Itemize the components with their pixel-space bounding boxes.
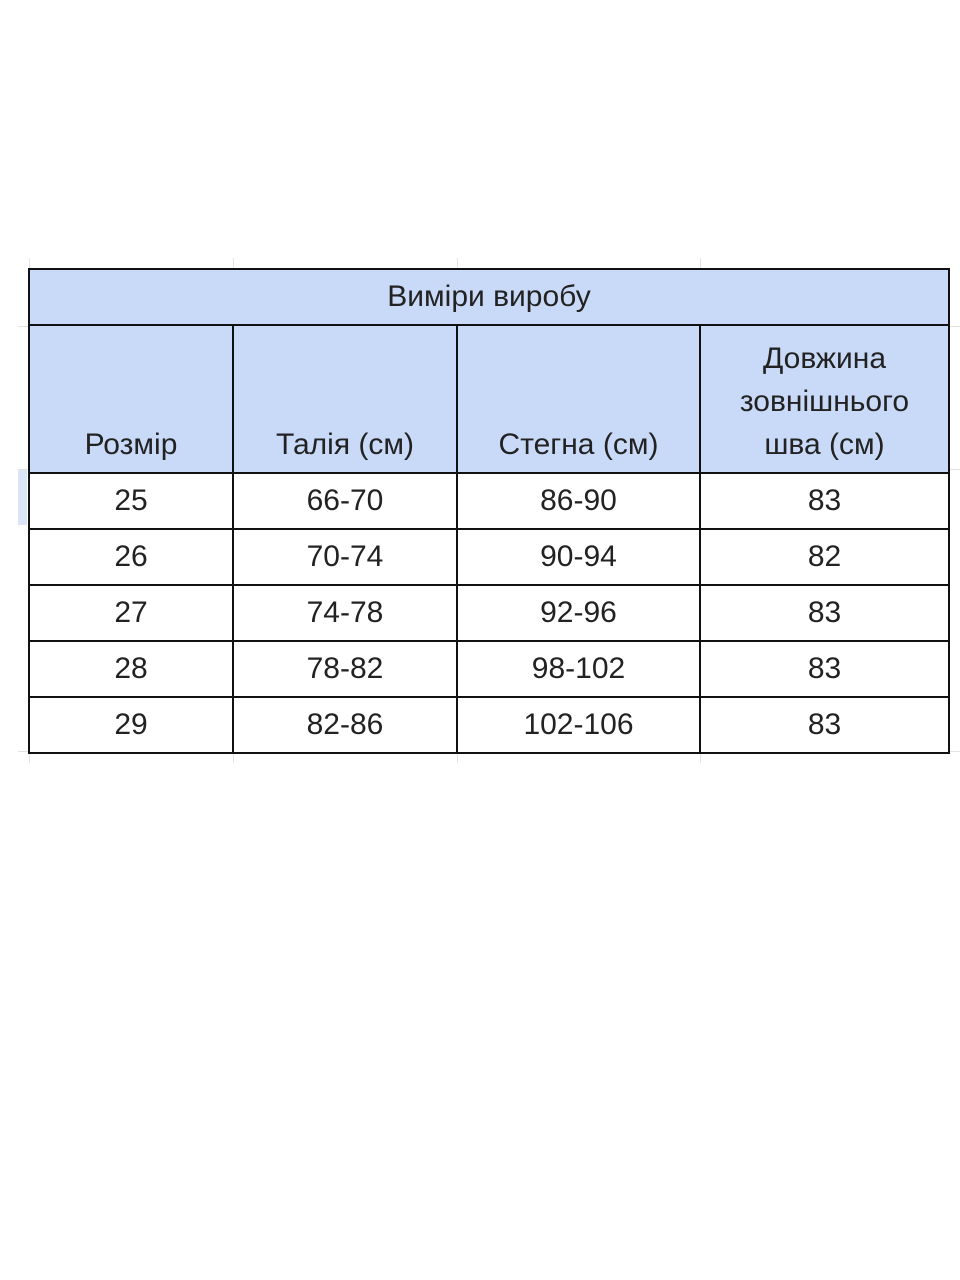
table-row: 26 70-74 90-94 82 xyxy=(28,528,950,586)
header-hips[interactable]: Стегна (см) xyxy=(456,324,701,474)
table-title[interactable]: Виміри виробу xyxy=(28,268,950,326)
cell-outseam[interactable]: 83 xyxy=(699,472,950,530)
table-title-row: Виміри виробу xyxy=(28,268,950,326)
cell-outseam[interactable]: 83 xyxy=(699,696,950,754)
cell-hips[interactable]: 92-96 xyxy=(456,584,701,642)
table-row: 25 66-70 86-90 83 xyxy=(28,472,950,530)
cell-hips[interactable]: 102-106 xyxy=(456,696,701,754)
cell-size[interactable]: 29 xyxy=(28,696,234,754)
header-outseam[interactable]: Довжина зовнішнього шва (см) xyxy=(699,324,950,474)
cell-hips[interactable]: 90-94 xyxy=(456,528,701,586)
cell-outseam[interactable]: 83 xyxy=(699,584,950,642)
row-selection-indicator xyxy=(18,470,27,525)
table-row: 29 82-86 102-106 83 xyxy=(28,696,950,754)
cell-waist[interactable]: 70-74 xyxy=(232,528,458,586)
header-outseam-label: Довжина зовнішнього шва (см) xyxy=(739,342,910,461)
size-chart-table: Виміри виробу Розмір Талія (см) Стегна (… xyxy=(28,268,950,754)
header-size[interactable]: Розмір xyxy=(28,324,234,474)
header-row: Розмір Талія (см) Стегна (см) Довжина зо… xyxy=(28,324,950,474)
cell-size[interactable]: 28 xyxy=(28,640,234,698)
cell-waist[interactable]: 78-82 xyxy=(232,640,458,698)
table-row: 28 78-82 98-102 83 xyxy=(28,640,950,698)
cell-hips[interactable]: 86-90 xyxy=(456,472,701,530)
cell-outseam[interactable]: 82 xyxy=(699,528,950,586)
cell-size[interactable]: 25 xyxy=(28,472,234,530)
table-row: 27 74-78 92-96 83 xyxy=(28,584,950,642)
cell-hips[interactable]: 98-102 xyxy=(456,640,701,698)
header-waist[interactable]: Талія (см) xyxy=(232,324,458,474)
cell-outseam[interactable]: 83 xyxy=(699,640,950,698)
cell-waist[interactable]: 66-70 xyxy=(232,472,458,530)
cell-size[interactable]: 26 xyxy=(28,528,234,586)
cell-waist[interactable]: 74-78 xyxy=(232,584,458,642)
cell-size[interactable]: 27 xyxy=(28,584,234,642)
cell-waist[interactable]: 82-86 xyxy=(232,696,458,754)
